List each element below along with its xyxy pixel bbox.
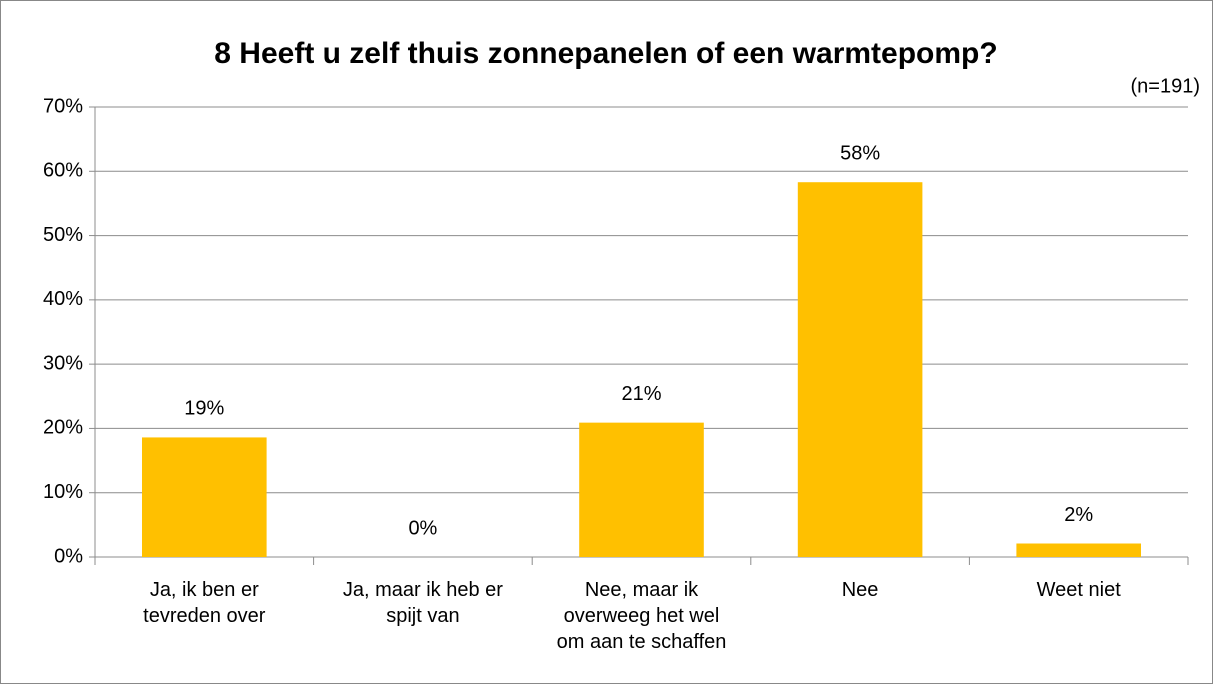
x-tick-label: Ja, maar ik heb er spijt van bbox=[342, 579, 503, 627]
chart-title: 8 Heeft u zelf thuis zonnepanelen of een… bbox=[214, 37, 997, 70]
y-tick-label: 10% bbox=[43, 481, 83, 503]
y-tick-label: 20% bbox=[43, 417, 83, 439]
y-tick-label: 50% bbox=[43, 224, 83, 246]
x-tick-label: Nee bbox=[841, 579, 879, 601]
x-tick-label: Ja, ik ben er tevreden over bbox=[143, 579, 266, 627]
data-label: 0% bbox=[408, 517, 437, 539]
bar bbox=[141, 437, 267, 557]
data-label: 21% bbox=[621, 383, 661, 405]
y-tick-label: 0% bbox=[54, 545, 83, 567]
data-label: 19% bbox=[184, 398, 224, 420]
y-tick-label: 70% bbox=[43, 95, 83, 117]
y-tick-label: 40% bbox=[43, 288, 83, 310]
data-label: 58% bbox=[840, 142, 880, 164]
bar bbox=[1016, 543, 1142, 557]
x-tick-label: Nee, maar ik overweeg het wel om aan te … bbox=[556, 579, 727, 653]
bar bbox=[797, 182, 923, 557]
chart-subtitle: (n=191) bbox=[1131, 75, 1201, 97]
y-tick-label: 30% bbox=[43, 352, 83, 374]
x-tick-label: Weet niet bbox=[1036, 579, 1121, 601]
data-label: 2% bbox=[1064, 504, 1093, 526]
bar bbox=[579, 422, 704, 557]
y-tick-label: 60% bbox=[43, 160, 83, 182]
